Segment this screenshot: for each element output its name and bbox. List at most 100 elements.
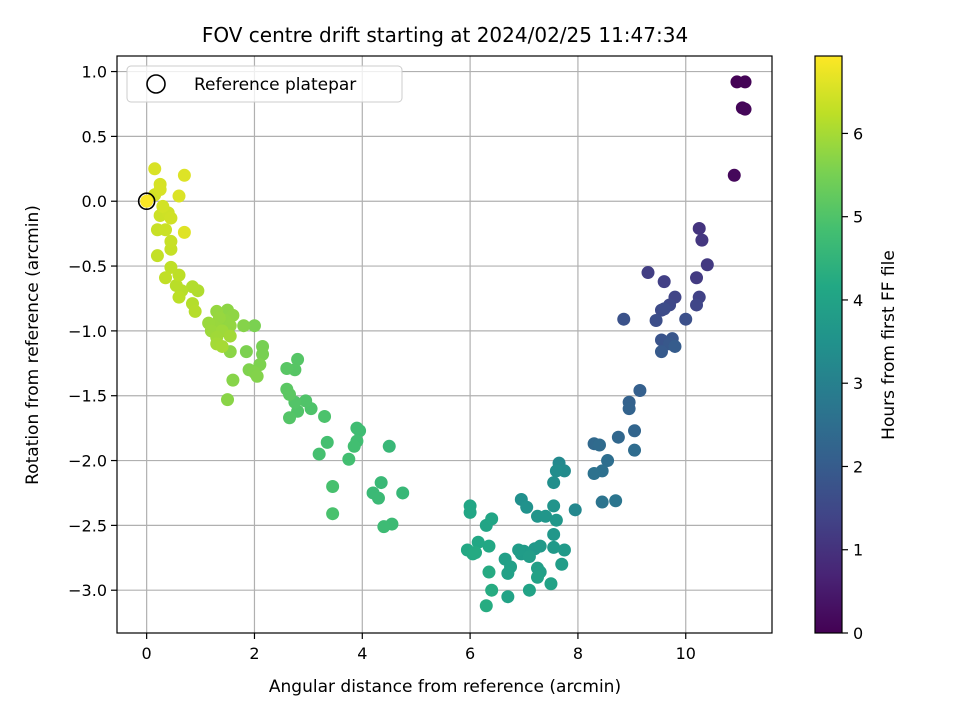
data-point — [692, 221, 706, 235]
data-point — [468, 546, 482, 560]
data-point — [628, 424, 642, 438]
data-point — [738, 102, 752, 116]
data-point — [617, 312, 631, 326]
data-point — [177, 168, 191, 182]
data-point — [320, 435, 334, 449]
data-point — [633, 384, 647, 398]
data-point — [654, 345, 668, 359]
data-point — [592, 438, 606, 452]
data-point — [172, 189, 186, 203]
data-point — [140, 194, 154, 208]
colorbar-tick-label: 2 — [853, 457, 863, 476]
data-point — [326, 479, 340, 493]
legend-entry-label: Reference platepar — [194, 75, 356, 95]
data-point — [299, 394, 313, 408]
data-point — [738, 75, 752, 89]
data-point — [649, 314, 663, 328]
data-point — [318, 409, 332, 423]
data-point — [396, 486, 410, 500]
colorbar-gradient — [815, 56, 842, 633]
data-point — [153, 183, 167, 197]
data-point — [164, 211, 178, 225]
data-point — [256, 347, 270, 361]
colorbar-label: Hours from first FF file — [879, 250, 899, 440]
data-point — [342, 452, 356, 466]
data-point — [215, 339, 229, 353]
data-point — [188, 304, 202, 318]
y-axis-label: Rotation from reference (arcmin) — [23, 205, 43, 485]
colorbar-tick-label: 4 — [853, 291, 863, 310]
data-point — [668, 339, 682, 353]
data-point — [547, 540, 561, 554]
data-point — [568, 503, 582, 517]
colorbar: 0 1 2 3 4 5 6 Hours from first FF file — [814, 55, 899, 643]
legend: Reference platepar — [126, 65, 403, 103]
y-axis: −3.0 −2.5 −2.0 −1.5 −1.0 −0.5 0.0 0.5 1.0 — [68, 63, 117, 600]
data-point — [185, 280, 199, 294]
data-point — [520, 500, 534, 514]
colorbar-tick-label: 1 — [853, 541, 863, 560]
data-point — [221, 393, 235, 407]
data-point — [485, 512, 499, 526]
y-tick-label: −0.5 — [68, 257, 107, 276]
data-point — [482, 539, 496, 553]
data-point — [611, 430, 625, 444]
data-point — [609, 494, 623, 508]
data-point — [326, 507, 340, 521]
reference-platepar-marker — [137, 192, 156, 211]
data-point — [377, 520, 391, 534]
legend-open-circle-icon — [146, 74, 166, 94]
data-point — [382, 439, 396, 453]
data-point — [148, 162, 162, 176]
data-point — [156, 199, 170, 213]
data-point — [547, 499, 561, 513]
y-tick-label: 0.5 — [82, 127, 107, 146]
data-point — [291, 352, 305, 366]
data-point — [530, 570, 544, 584]
chart-title: FOV centre drift starting at 2024/02/25 … — [202, 23, 688, 47]
data-point — [557, 543, 571, 557]
data-points — [140, 75, 752, 613]
data-point — [347, 439, 361, 453]
data-point — [482, 565, 496, 579]
data-point — [237, 319, 251, 333]
data-point — [690, 298, 704, 312]
data-point — [595, 495, 609, 509]
data-point — [371, 491, 385, 505]
x-tick-label: 6 — [465, 644, 475, 663]
data-point — [522, 549, 536, 563]
legend-box — [126, 65, 403, 103]
data-point — [172, 290, 186, 304]
data-point — [247, 319, 261, 333]
colorbar-frame — [814, 55, 843, 634]
data-point — [539, 509, 553, 523]
data-point — [657, 275, 671, 289]
data-point — [522, 583, 536, 597]
data-point — [239, 345, 253, 359]
y-tick-label: −3.0 — [68, 581, 107, 600]
data-point — [679, 312, 693, 326]
x-tick-label: 10 — [676, 644, 696, 663]
data-point — [622, 402, 636, 416]
data-point — [159, 223, 173, 237]
data-point — [159, 271, 173, 285]
data-point — [601, 454, 615, 468]
data-point — [164, 260, 178, 274]
y-tick-label: −1.0 — [68, 322, 107, 341]
data-point — [587, 467, 601, 481]
data-point — [463, 499, 477, 513]
data-point — [312, 447, 326, 461]
colorbar-ticks: 0 1 2 3 4 5 6 — [842, 124, 863, 643]
data-point — [501, 566, 515, 580]
data-point — [555, 557, 569, 571]
data-point — [641, 266, 655, 280]
data-point — [544, 577, 558, 591]
data-point — [727, 168, 741, 182]
data-point — [547, 476, 561, 490]
data-point — [628, 443, 642, 457]
data-point — [283, 411, 297, 425]
data-point — [374, 476, 388, 490]
x-tick-label: 8 — [573, 644, 583, 663]
